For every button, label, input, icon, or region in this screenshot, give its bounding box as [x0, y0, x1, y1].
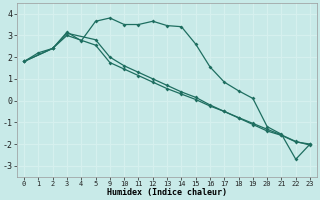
X-axis label: Humidex (Indice chaleur): Humidex (Indice chaleur) [107, 188, 227, 197]
